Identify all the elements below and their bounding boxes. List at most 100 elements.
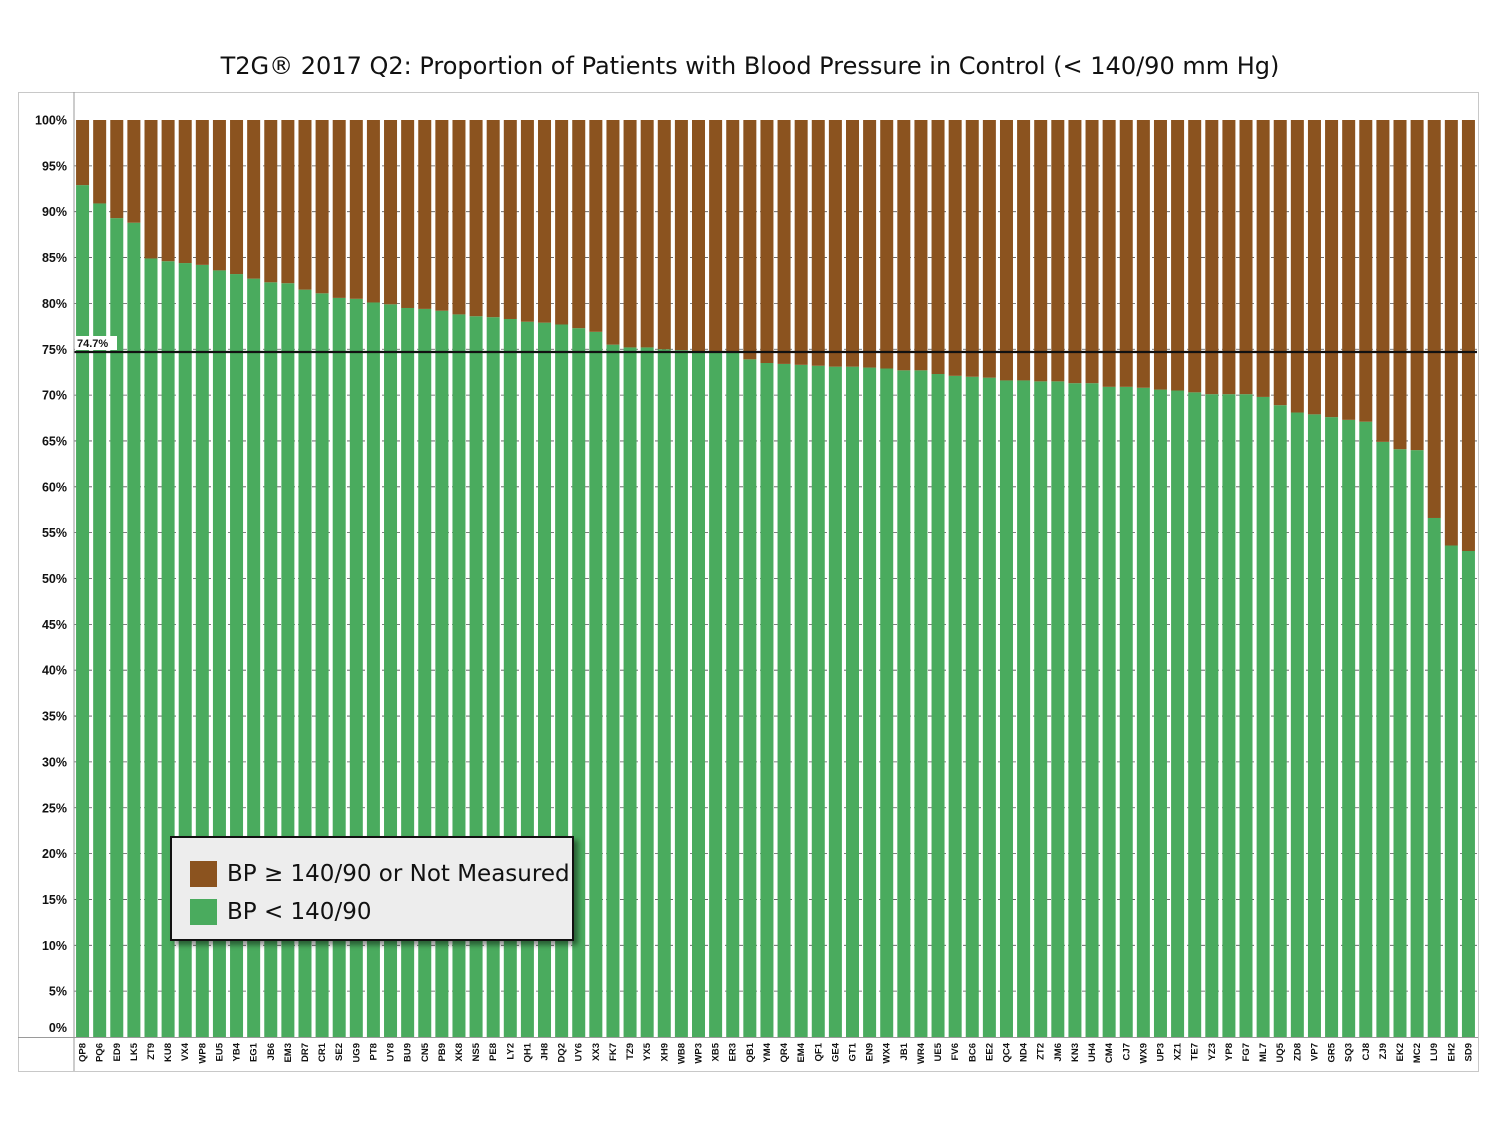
y-tick-label: 65% <box>42 434 67 448</box>
legend-swatch-in-control <box>190 899 217 925</box>
x-tick-label: EM3 <box>283 1043 294 1063</box>
x-tick-label: PQ6 <box>95 1043 106 1062</box>
bar-bp-not-in-control <box>521 120 534 322</box>
bar-bp-in-control <box>1257 397 1270 1037</box>
x-tick-label: CN5 <box>420 1042 431 1062</box>
bar-bp-in-control <box>641 347 654 1037</box>
bar-bp-not-in-control <box>1274 120 1287 405</box>
bar-bp-not-in-control <box>709 120 722 353</box>
bar-bp-not-in-control <box>658 120 671 349</box>
bar-bp-not-in-control <box>367 120 380 302</box>
bar-bp-not-in-control <box>213 120 226 270</box>
bar-bp-not-in-control <box>1376 120 1389 442</box>
x-tick-label: SD9 <box>1463 1043 1474 1061</box>
x-tick-label: UY8 <box>386 1043 397 1061</box>
bar-bp-in-control <box>589 332 602 1037</box>
bar-bp-in-control <box>1240 394 1253 1037</box>
bar-bp-in-control <box>572 328 585 1037</box>
x-tick-label: XX3 <box>591 1043 602 1061</box>
bar-bp-in-control <box>1120 387 1133 1037</box>
x-tick-label: CJ8 <box>1361 1043 1372 1060</box>
bar-bp-in-control <box>778 364 791 1037</box>
bar-bp-not-in-control <box>1154 120 1167 390</box>
bar-bp-not-in-control <box>726 120 739 353</box>
bar-bp-in-control <box>897 370 910 1037</box>
bar-bp-not-in-control <box>1359 120 1372 422</box>
x-tick-label: JB6 <box>266 1043 277 1060</box>
x-tick-label: QH1 <box>522 1042 533 1062</box>
bar-bp-in-control <box>1188 392 1201 1037</box>
bar-bp-not-in-control <box>829 120 842 367</box>
bar-bp-not-in-control <box>281 120 294 283</box>
bar-bp-in-control <box>1342 420 1355 1037</box>
x-tick-label: EU5 <box>214 1042 225 1061</box>
bar-bp-not-in-control <box>179 120 192 263</box>
y-tick-label: 70% <box>42 389 67 403</box>
bar-bp-not-in-control <box>880 120 893 369</box>
bar-bp-not-in-control <box>230 120 243 274</box>
y-tick-label: 90% <box>42 205 67 219</box>
bar-bp-not-in-control <box>846 120 859 367</box>
x-tick-label: EG1 <box>249 1042 260 1062</box>
bar-bp-not-in-control <box>1394 120 1407 449</box>
bar-bp-not-in-control <box>470 120 483 316</box>
x-tick-label: QR4 <box>779 1042 790 1062</box>
x-tick-label: XB5 <box>711 1042 722 1061</box>
bar-bp-in-control <box>1154 390 1167 1037</box>
bar-bp-not-in-control <box>1428 120 1441 518</box>
y-tick-label: 5% <box>49 985 67 999</box>
bar-bp-not-in-control <box>1034 120 1047 381</box>
bar-bp-not-in-control <box>1291 120 1304 413</box>
x-tick-label: KU8 <box>163 1043 174 1062</box>
bar-bp-not-in-control <box>1103 120 1116 387</box>
bar-bp-not-in-control <box>1120 120 1133 387</box>
legend-label-not-in-control: BP ≥ 140/90 or Not Measured <box>227 861 570 887</box>
x-tick-label: TZ9 <box>625 1043 636 1060</box>
bar-bp-not-in-control <box>863 120 876 368</box>
x-tick-label: SQ3 <box>1344 1043 1355 1062</box>
bar-bp-not-in-control <box>641 120 654 347</box>
bar-bp-in-control <box>914 370 927 1037</box>
bar-bp-in-control <box>932 374 945 1037</box>
bar-bp-not-in-control <box>93 120 106 203</box>
x-tick-label: WP8 <box>197 1043 208 1064</box>
y-tick-label: 80% <box>42 297 67 311</box>
x-tick-label: UQ5 <box>1275 1042 1286 1062</box>
bar-bp-in-control <box>709 353 722 1037</box>
y-tick-label: 95% <box>42 159 67 173</box>
x-tick-label: PB9 <box>437 1043 448 1061</box>
x-tick-label: FG7 <box>1241 1043 1252 1061</box>
bar-bp-not-in-control <box>1462 120 1475 551</box>
bar-bp-in-control <box>1222 394 1235 1037</box>
bar-bp-not-in-control <box>812 120 825 366</box>
x-tick-label: ZJ9 <box>1378 1043 1389 1059</box>
bar-bp-in-control <box>880 369 893 1037</box>
x-tick-label: ED9 <box>112 1043 123 1061</box>
x-tick-label: WX4 <box>882 1042 893 1063</box>
x-tick-label: WX9 <box>1138 1043 1149 1064</box>
y-tick-label: 20% <box>42 847 67 861</box>
x-tick-label: ML7 <box>1258 1043 1269 1062</box>
bar-bp-in-control <box>1445 545 1458 1037</box>
bar-bp-not-in-control <box>110 120 123 218</box>
legend-item-in-control: BP < 140/90 <box>190 898 371 926</box>
bar-bp-not-in-control <box>350 120 363 299</box>
x-tick-label: CJ7 <box>1121 1043 1132 1060</box>
bar-bp-not-in-control <box>333 120 346 298</box>
x-tick-label: DQ2 <box>557 1043 568 1063</box>
y-tick-label: 10% <box>42 939 67 953</box>
y-tick-label: 85% <box>42 251 67 265</box>
y-tick-label: 75% <box>42 343 67 357</box>
bar-bp-in-control <box>144 258 157 1037</box>
x-tick-label: PT8 <box>368 1043 379 1060</box>
y-tick-label: 100% <box>35 114 67 128</box>
bar-bp-in-control <box>1171 391 1184 1037</box>
x-tick-label: QF1 <box>813 1042 824 1061</box>
bar-bp-not-in-control <box>966 120 979 377</box>
bar-bp-in-control <box>658 349 671 1037</box>
x-tick-label: ZT9 <box>146 1043 157 1060</box>
bar-bp-not-in-control <box>897 120 910 370</box>
bar-bp-not-in-control <box>983 120 996 378</box>
bar-bp-not-in-control <box>572 120 585 328</box>
